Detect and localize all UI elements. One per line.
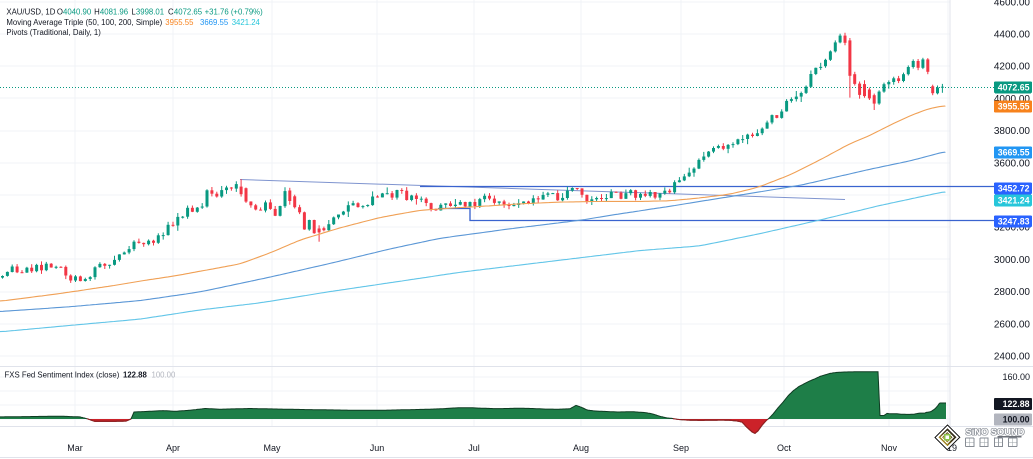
svg-text:4400.00: 4400.00 [994,30,1031,41]
svg-text:2800.00: 2800.00 [994,287,1031,298]
svg-text:H: H [94,8,100,17]
svg-text:Pivots (Traditional, Daily, 1): Pivots (Traditional, Daily, 1) [6,28,101,37]
svg-text:19: 19 [947,443,957,453]
svg-text:SiNO SOUND: SiNO SOUND [966,428,1025,438]
svg-text:XAU/USD, 1D: XAU/USD, 1D [6,8,55,17]
svg-text:100.00: 100.00 [1003,415,1030,425]
svg-text:+31.76 (+0.79%): +31.76 (+0.79%) [205,8,263,17]
svg-text:C: C [168,8,174,17]
svg-text:May: May [263,443,281,453]
svg-text:3000.00: 3000.00 [994,255,1031,266]
svg-text:4000.00: 4000.00 [994,94,1031,105]
svg-text:4081.96: 4081.96 [100,8,128,17]
svg-text:2400.00: 2400.00 [994,352,1031,363]
svg-text:O: O [57,8,63,17]
svg-text:4040.90: 4040.90 [63,8,92,17]
svg-text:2600.00: 2600.00 [994,319,1031,330]
svg-text:Oct: Oct [777,443,792,453]
svg-text:SiNO SOUND: SiNO SOUND [966,427,1025,437]
svg-text:3955.55: 3955.55 [998,102,1030,112]
svg-text:160.00: 160.00 [1002,372,1030,382]
svg-text:SiNO SOUND: SiNO SOUND [965,428,1024,438]
svg-text:Jun: Jun [370,443,385,453]
svg-text:3800.00: 3800.00 [994,126,1031,137]
svg-text:3600.00: 3600.00 [994,158,1031,169]
svg-text:4600.00: 4600.00 [994,0,1031,8]
svg-text:3452.72: 3452.72 [998,184,1030,194]
svg-text:SiNO SOUND: SiNO SOUND [965,427,1024,437]
svg-text:3200.00: 3200.00 [994,223,1031,234]
svg-text:SiNO SOUND: SiNO SOUND [966,428,1025,438]
svg-text:L: L [131,8,136,17]
svg-text:SiNO SOUND: SiNO SOUND [966,426,1025,436]
svg-text:Moving Average Triple (50, 100: Moving Average Triple (50, 100, 200, Sim… [6,18,162,27]
svg-text:3421.24: 3421.24 [998,196,1030,206]
svg-text:3421.24: 3421.24 [232,18,261,27]
svg-text:3669.55: 3669.55 [200,18,229,27]
svg-text:122.88: 122.88 [1003,399,1030,409]
svg-text:122.88: 122.88 [123,371,148,380]
svg-text:Sep: Sep [673,443,689,453]
svg-text:SiNO SOUND: SiNO SOUND [966,427,1025,437]
svg-text:SiNO SOUND: SiNO SOUND [966,427,1025,437]
svg-text:Jul: Jul [468,443,480,453]
svg-text:Aug: Aug [573,443,589,453]
svg-text:100.00: 100.00 [152,371,177,380]
svg-text:3955.55: 3955.55 [165,18,194,27]
svg-text:Nov: Nov [881,443,898,453]
svg-text:Mar: Mar [67,443,83,453]
svg-text:3998.01: 3998.01 [136,8,164,17]
svg-text:4072.65: 4072.65 [998,83,1030,93]
svg-text:4200.00: 4200.00 [994,62,1031,73]
svg-text:4072.65: 4072.65 [174,8,203,17]
svg-text:FXS Fed Sentiment Index (close: FXS Fed Sentiment Index (close) [5,371,120,380]
svg-text:3669.55: 3669.55 [998,148,1030,158]
svg-text:3247.83: 3247.83 [998,217,1030,227]
svg-text:Apr: Apr [166,443,180,453]
svg-text:SiNO SOUND: SiNO SOUND [965,427,1024,437]
